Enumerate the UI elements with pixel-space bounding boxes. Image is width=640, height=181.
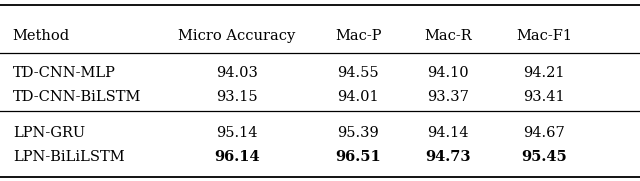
Text: 94.55: 94.55: [337, 66, 380, 80]
Text: Mac-P: Mac-P: [335, 29, 381, 43]
Text: 94.14: 94.14: [428, 126, 468, 140]
Text: Micro Accuracy: Micro Accuracy: [178, 29, 296, 43]
Text: 94.73: 94.73: [425, 150, 471, 164]
Text: TD-CNN-MLP: TD-CNN-MLP: [13, 66, 116, 80]
Text: 93.41: 93.41: [523, 90, 565, 104]
Text: LPN-BiLiLSTM: LPN-BiLiLSTM: [13, 150, 124, 164]
Text: 93.37: 93.37: [427, 90, 469, 104]
Text: Mac-R: Mac-R: [424, 29, 472, 43]
Text: 95.14: 95.14: [216, 126, 257, 140]
Text: 94.10: 94.10: [427, 66, 469, 80]
Text: 95.39: 95.39: [337, 126, 380, 140]
Text: 93.15: 93.15: [216, 90, 258, 104]
Text: LPN-GRU: LPN-GRU: [13, 126, 85, 140]
Text: 94.21: 94.21: [524, 66, 564, 80]
Text: 94.01: 94.01: [337, 90, 380, 104]
Text: 94.67: 94.67: [523, 126, 565, 140]
Text: Method: Method: [13, 29, 70, 43]
Text: TD-CNN-BiLSTM: TD-CNN-BiLSTM: [13, 90, 141, 104]
Text: 94.03: 94.03: [216, 66, 258, 80]
Text: Mac-F1: Mac-F1: [516, 29, 572, 43]
Text: 95.45: 95.45: [521, 150, 567, 164]
Text: 96.14: 96.14: [214, 150, 260, 164]
Text: 96.51: 96.51: [335, 150, 381, 164]
